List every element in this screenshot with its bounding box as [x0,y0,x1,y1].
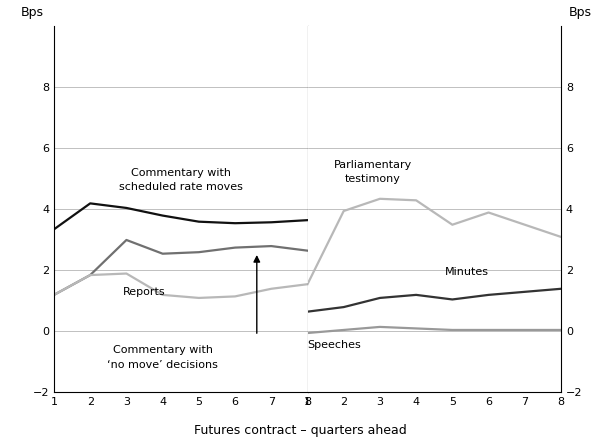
Text: Commentary with: Commentary with [131,168,231,178]
Text: Commentary with: Commentary with [113,345,212,355]
Text: testimony: testimony [345,174,401,184]
Text: Futures contract – quarters ahead: Futures contract – quarters ahead [194,424,406,437]
Text: Parliamentary: Parliamentary [334,160,412,170]
Text: Bps: Bps [21,6,44,19]
Text: Speeches: Speeches [308,340,361,350]
Text: Reports: Reports [123,287,166,297]
Text: ‘no move’ decisions: ‘no move’ decisions [107,360,218,370]
Text: Bps: Bps [568,6,592,19]
Text: Minutes: Minutes [445,267,489,277]
Text: scheduled rate moves: scheduled rate moves [119,182,242,192]
